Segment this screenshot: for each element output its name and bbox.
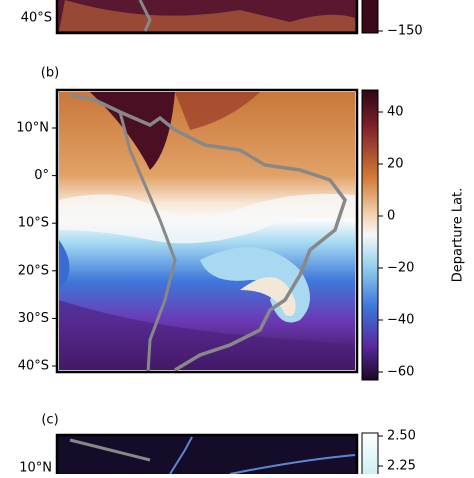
y-tick-label: 10°N [19, 461, 52, 475]
colorbar-tick-label: −150 [387, 24, 423, 39]
map-field-c [169, 436, 356, 475]
colorbar-a [361, 0, 379, 34]
map-field-a [59, 0, 355, 31]
coastline [69, 93, 347, 372]
y-tick-label: 30°S [18, 311, 49, 326]
colorbar-tick-label: 2.25 [387, 459, 416, 474]
y-tick-label: 10°N [16, 121, 49, 136]
coastline [118, 111, 177, 373]
map-frame-c [55, 433, 359, 478]
y-tick-label: 10°S [18, 216, 49, 231]
colorbar-c [361, 432, 379, 478]
panel-label: (b) [41, 66, 59, 81]
colorbar-label: Departure Lat. [451, 188, 466, 283]
coast-c [69, 438, 151, 462]
colorbar-tick-label: −40 [387, 313, 414, 328]
colorbar-tick-label: 2.50 [387, 429, 416, 444]
y-tick-label: 40°S [21, 11, 52, 26]
colorbar-tick-label: −60 [387, 365, 414, 380]
panel-label: (c) [41, 413, 58, 428]
colorbar-tick-label: −20 [387, 261, 414, 276]
colorbar-tick-label: 0 [387, 209, 395, 224]
coast-a [138, 0, 152, 32]
colorbar-tick-label: 20 [387, 157, 404, 172]
map-field-b [59, 92, 355, 370]
y-tick-label: 40°S [18, 359, 49, 374]
y-tick-label: 20°S [18, 263, 49, 278]
map-frame-b [55, 88, 359, 374]
colorbar-b [361, 89, 379, 381]
colorbar-tick-label: 40 [387, 105, 404, 120]
y-tick-label: 0° [34, 168, 49, 183]
